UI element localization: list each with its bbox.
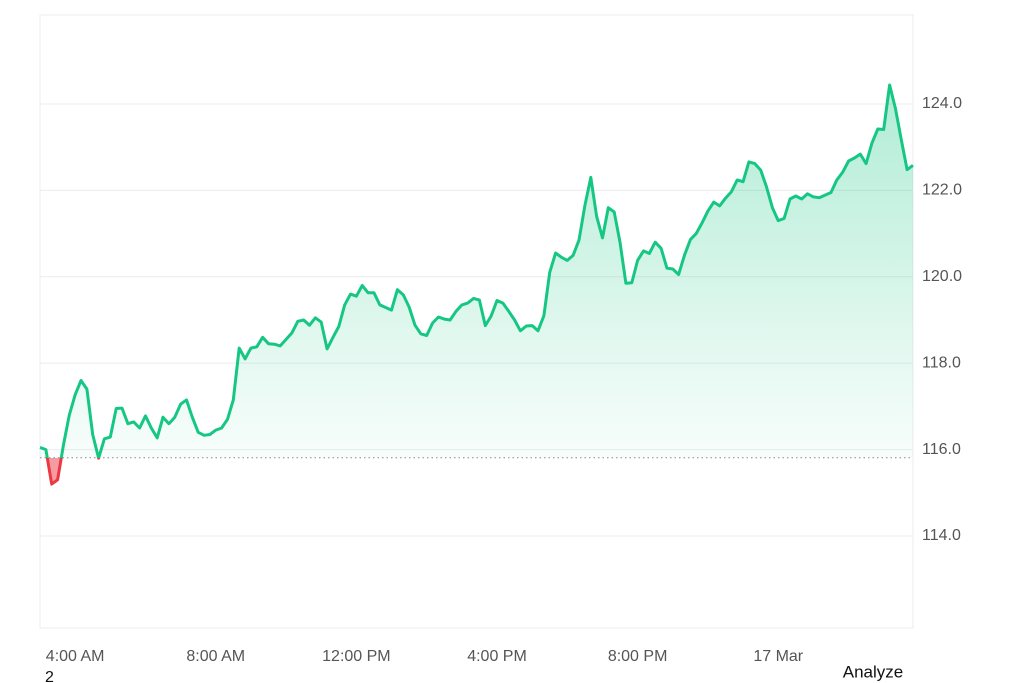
marks	[39, 83, 914, 486]
y-tick-label: 124.0	[922, 95, 962, 112]
y-tick-label: 118.0	[922, 354, 961, 371]
x-tick-label: 8:00 PM	[608, 648, 668, 665]
y-tick-label: 120.0	[922, 268, 962, 285]
y-tick-label: 122.0	[922, 182, 962, 199]
footnote: 2	[45, 669, 54, 683]
analyze-button[interactable]: Analyze	[843, 662, 903, 681]
y-tick-label: 114.0	[922, 527, 961, 544]
x-tick-label: 8:00 AM	[186, 648, 245, 665]
x-tick-label: 17 Mar	[753, 648, 803, 665]
x-tick-label: 4:00 AM	[46, 648, 105, 665]
x-tick-label: 12:00 PM	[322, 648, 390, 665]
price-line	[39, 83, 914, 486]
y-tick-label: 116.0	[922, 441, 961, 458]
price-area	[40, 85, 913, 485]
x-tick-label: 4:00 PM	[467, 648, 527, 665]
